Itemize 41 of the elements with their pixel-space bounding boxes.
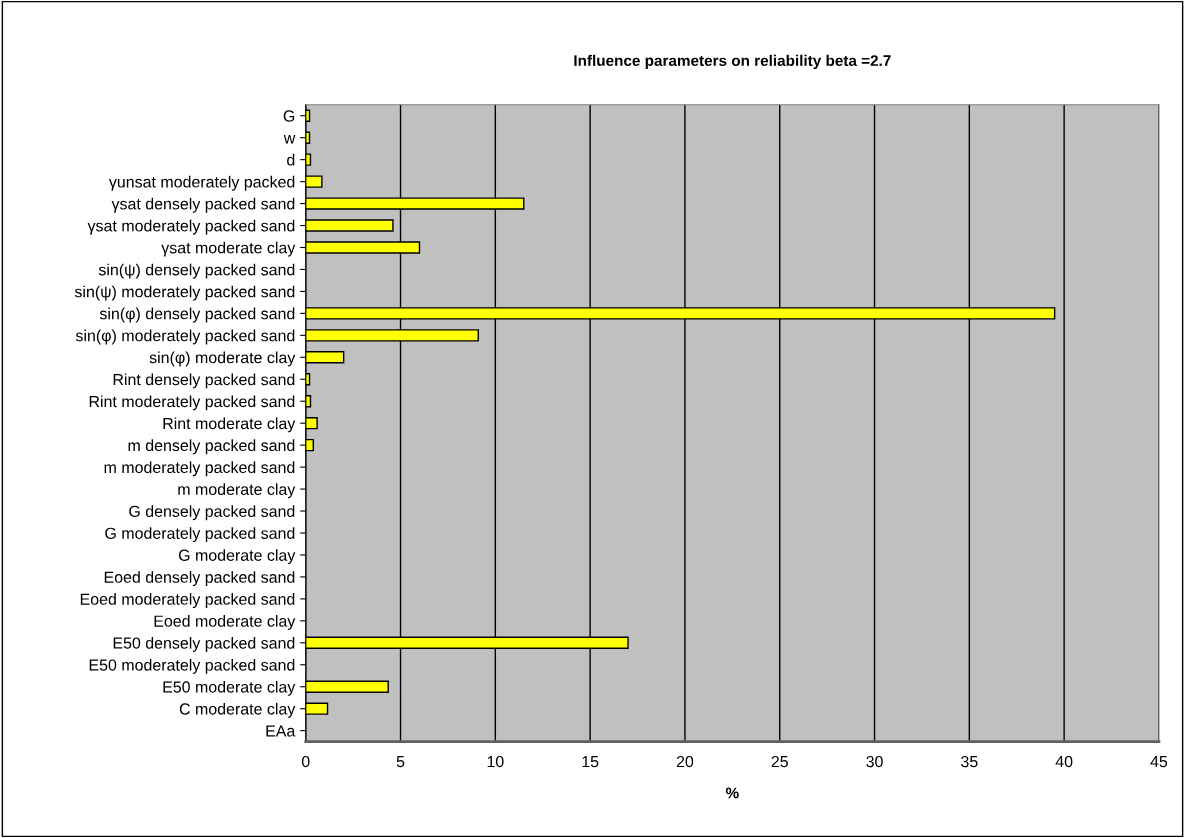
y-tick-label: γsat moderately packed sand xyxy=(87,219,295,235)
y-tick-label: G densely packed sand xyxy=(129,505,295,521)
y-tick-label: G moderate clay xyxy=(178,549,296,565)
y-tick-label: sin(ψ) moderately packed sand xyxy=(74,285,295,301)
y-tick-label: Eoed densely packed sand xyxy=(104,571,295,587)
x-tick-label: 20 xyxy=(676,755,694,768)
y-tick-label: sin(ψ) densely packed sand xyxy=(98,263,295,279)
y-tick-label: Rint moderately packed sand xyxy=(89,395,295,411)
y-tick-label: m densely packed sand xyxy=(128,439,295,455)
x-tick-label: 30 xyxy=(866,755,883,768)
x-tick-label: 0 xyxy=(301,755,310,768)
y-tick-label: γsat densely packed sand xyxy=(111,197,295,213)
y-tick-label: sin(φ) moderate clay xyxy=(149,351,296,367)
y-tick-label: d xyxy=(287,153,295,166)
y-tick-label: EAa xyxy=(266,725,296,737)
x-tick-label: 40 xyxy=(1055,755,1073,768)
y-tick-label: w xyxy=(283,135,296,144)
y-tick-label: γsat moderate clay xyxy=(161,241,296,257)
y-tick-label: sin(φ) moderately packed sand xyxy=(75,329,295,345)
y-tick-label: m moderate clay xyxy=(178,483,296,499)
x-tick-label: 5 xyxy=(396,756,405,768)
y-tick-label: E50 moderately packed sand xyxy=(89,658,295,674)
x-tick-label: 25 xyxy=(771,755,788,768)
x-axis-title: % xyxy=(725,787,739,799)
y-tick-label: C moderate clay xyxy=(179,702,296,718)
y-tick-label: Eoed moderate clay xyxy=(154,615,296,630)
chart-title: Influence parameters on reliability beta =2.7 xyxy=(574,54,891,70)
y-tick-label: sin(φ) densely packed sand xyxy=(99,307,295,323)
y-tick-label: E50 moderate clay xyxy=(163,680,296,696)
y-tick-label: G moderately packed sand xyxy=(105,527,295,543)
y-tick-label: γunsat moderately packed xyxy=(108,175,295,191)
x-tick-label: 45 xyxy=(1150,756,1168,768)
y-tick-label: G xyxy=(283,110,295,122)
y-tick-label: Eoed moderately packed sand xyxy=(80,593,295,608)
y-tick-label: Rint densely packed sand xyxy=(113,373,295,389)
y-tick-label: E50 densely packed sand xyxy=(113,637,295,652)
y-tick-label: m moderately packed sand xyxy=(104,461,295,477)
x-tick-label: 35 xyxy=(961,755,978,768)
x-tick-label: 10 xyxy=(487,755,504,768)
x-tick-label: 15 xyxy=(582,756,599,768)
y-tick-label: Rint moderate clay xyxy=(163,417,296,433)
